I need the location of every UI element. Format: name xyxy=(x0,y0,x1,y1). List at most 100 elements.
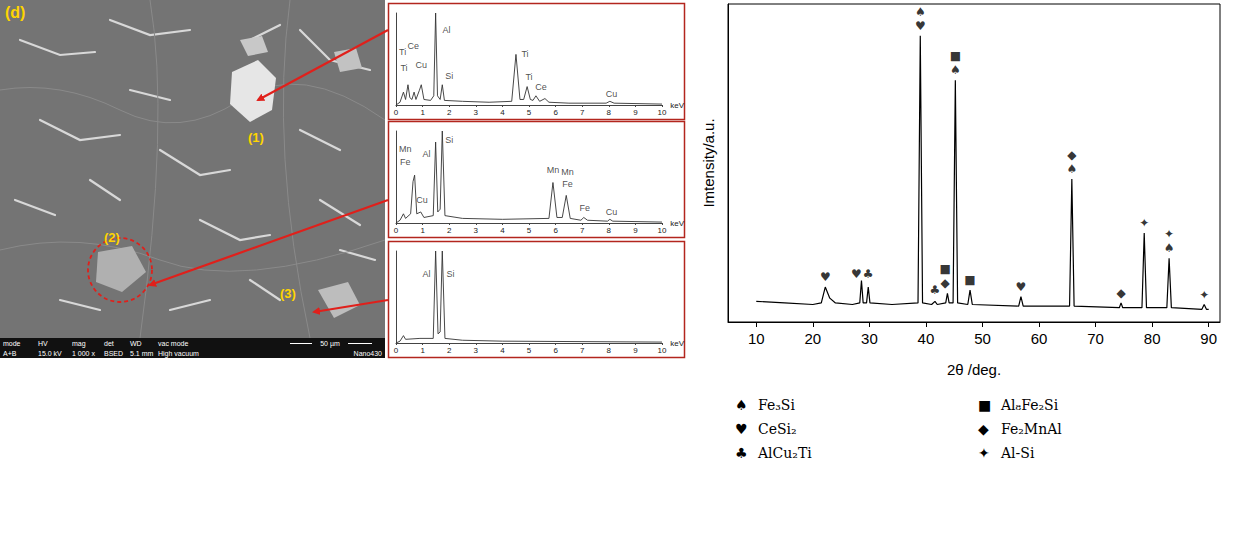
svg-text:Mn: Mn xyxy=(561,167,574,177)
svg-text:♣: ♣ xyxy=(735,445,748,461)
svg-text:3: 3 xyxy=(474,108,479,117)
svg-text:A+B: A+B xyxy=(3,350,17,357)
svg-text:1: 1 xyxy=(420,108,425,117)
svg-text:♥: ♥ xyxy=(851,267,862,281)
svg-text:Ce: Ce xyxy=(535,82,547,92)
svg-text:(d): (d) xyxy=(5,4,25,21)
svg-text:♠: ♠ xyxy=(915,5,926,19)
svg-text:♥: ♥ xyxy=(735,421,748,437)
svg-text:Cu: Cu xyxy=(606,207,618,217)
svg-text:♥: ♥ xyxy=(1016,280,1027,294)
svg-text:Ti: Ti xyxy=(400,63,407,73)
svg-text:50 µm: 50 µm xyxy=(320,340,340,348)
svg-text:◆: ◆ xyxy=(1116,286,1126,300)
svg-text:(2): (2) xyxy=(104,230,120,245)
svg-text:Fe: Fe xyxy=(400,157,411,167)
svg-text:✦: ✦ xyxy=(1199,288,1209,302)
svg-text:High vacuum: High vacuum xyxy=(158,350,199,358)
svg-text:5: 5 xyxy=(527,108,532,117)
svg-text:■: ■ xyxy=(978,397,991,413)
svg-text:90: 90 xyxy=(1200,330,1217,347)
svg-text:6: 6 xyxy=(553,346,558,355)
svg-text:HV: HV xyxy=(38,340,48,347)
svg-text:10: 10 xyxy=(658,226,667,235)
svg-text:BSED: BSED xyxy=(104,350,123,357)
svg-text:♠: ♠ xyxy=(1164,241,1175,255)
svg-text:10: 10 xyxy=(658,346,667,355)
svg-text:Nano430: Nano430 xyxy=(354,350,383,357)
svg-text:■: ■ xyxy=(950,49,961,63)
svg-text:mag: mag xyxy=(72,340,86,348)
svg-text:Fe₃Si: Fe₃Si xyxy=(758,397,795,413)
svg-text:1: 1 xyxy=(420,346,425,355)
svg-text:keV: keV xyxy=(670,219,684,228)
svg-text:6: 6 xyxy=(553,108,558,117)
svg-text:(1): (1) xyxy=(248,130,264,145)
svg-text:30: 30 xyxy=(861,330,878,347)
svg-text:■: ■ xyxy=(939,262,950,276)
svg-text:AlCu₂Ti: AlCu₂Ti xyxy=(757,445,812,461)
svg-text:Ti: Ti xyxy=(525,72,532,82)
svg-text:4: 4 xyxy=(500,346,505,355)
svg-text:9: 9 xyxy=(633,346,638,355)
svg-text:Cu: Cu xyxy=(416,195,428,205)
svg-text:♥: ♥ xyxy=(915,19,926,33)
svg-text:0: 0 xyxy=(394,346,399,355)
svg-text:◆: ◆ xyxy=(978,421,989,437)
svg-text:Fe₂MnAl: Fe₂MnAl xyxy=(1001,421,1062,437)
svg-text:7: 7 xyxy=(580,226,585,235)
svg-text:■: ■ xyxy=(964,273,975,287)
svg-text:7: 7 xyxy=(580,346,585,355)
svg-text:5: 5 xyxy=(527,226,532,235)
svg-text:Al: Al xyxy=(423,269,431,279)
svg-text:✦: ✦ xyxy=(1164,227,1174,241)
svg-text:Ti: Ti xyxy=(399,47,406,57)
svg-text:70: 70 xyxy=(1087,330,1104,347)
svg-text:10: 10 xyxy=(658,108,667,117)
svg-text:♠: ♠ xyxy=(1066,162,1077,176)
svg-text:✦: ✦ xyxy=(1139,216,1149,230)
svg-text:Si: Si xyxy=(445,71,453,81)
svg-text:2: 2 xyxy=(447,108,452,117)
svg-text:Al-Si: Al-Si xyxy=(1000,445,1035,461)
svg-text:8: 8 xyxy=(607,346,612,355)
svg-text:20: 20 xyxy=(804,330,821,347)
svg-text:0: 0 xyxy=(394,108,399,117)
svg-text:15.0 kV: 15.0 kV xyxy=(38,350,62,357)
svg-text:Si: Si xyxy=(445,135,453,145)
svg-text:8: 8 xyxy=(607,226,612,235)
svg-text:40: 40 xyxy=(918,330,935,347)
svg-text:Al₈Fe₂Si: Al₈Fe₂Si xyxy=(1000,397,1059,413)
svg-text:keV: keV xyxy=(670,339,684,348)
svg-text:1: 1 xyxy=(420,226,425,235)
svg-text:vac mode: vac mode xyxy=(158,340,188,347)
svg-text:♥: ♥ xyxy=(820,270,831,284)
svg-text:2θ /deg.: 2θ /deg. xyxy=(947,361,1001,378)
svg-text:4: 4 xyxy=(500,226,505,235)
svg-text:Imtensity/a.u.: Imtensity/a.u. xyxy=(700,118,717,207)
svg-text:keV: keV xyxy=(670,101,684,110)
svg-text:CeSi₂: CeSi₂ xyxy=(758,421,797,437)
svg-text:7: 7 xyxy=(580,108,585,117)
svg-text:8: 8 xyxy=(607,108,612,117)
svg-text:0: 0 xyxy=(394,226,399,235)
svg-text:3: 3 xyxy=(474,346,479,355)
svg-text:WD: WD xyxy=(130,340,142,347)
svg-text:2: 2 xyxy=(447,346,452,355)
svg-text:9: 9 xyxy=(633,226,638,235)
svg-text:♣: ♣ xyxy=(863,267,874,281)
svg-text:6: 6 xyxy=(553,226,558,235)
svg-text:10: 10 xyxy=(748,330,765,347)
svg-text:♠: ♠ xyxy=(735,397,748,413)
svg-text:Fe: Fe xyxy=(580,203,591,213)
svg-text:Ce: Ce xyxy=(408,41,420,51)
svg-text:Cu: Cu xyxy=(416,60,428,70)
svg-text:Ti: Ti xyxy=(521,49,528,59)
svg-text:Mn: Mn xyxy=(547,165,560,175)
svg-text:1 000 x: 1 000 x xyxy=(72,350,95,357)
svg-text:5: 5 xyxy=(527,346,532,355)
svg-text:60: 60 xyxy=(1031,330,1048,347)
svg-text:✦: ✦ xyxy=(978,445,990,461)
svg-text:Fe: Fe xyxy=(562,179,573,189)
svg-text:(3): (3) xyxy=(280,286,296,301)
